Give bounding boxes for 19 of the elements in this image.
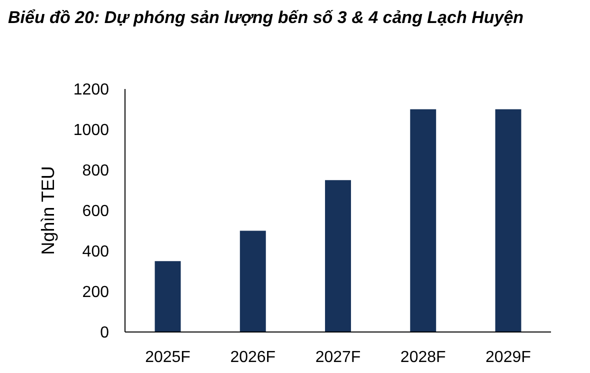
y-tick-label: 1000 [73,122,110,140]
y-tick-label: 0 [100,324,110,342]
bar [410,109,436,332]
bar [154,261,181,332]
x-tick-label: 2026F [230,349,276,366]
x-tick-label: 2027F [315,349,361,366]
y-tick-label: 400 [82,244,110,261]
y-tick-label: 600 [82,203,110,220]
y-tick-label: 1200 [73,82,110,99]
y-tick-label: 800 [82,162,110,180]
chart-title: Biểu đồ 20: Dự phóng sản lượng bến số 3 & 4 cảng Lạch Huyện [8,8,524,27]
y-tick-label: 200 [82,284,110,302]
bar [495,109,522,332]
x-tick-label: 2028F [400,349,446,366]
bar [240,230,266,332]
y-axis-title: Nghìn TEU [38,166,58,255]
x-tick-label: 2029F [486,349,532,366]
x-tick-label: 2025F [145,349,191,366]
bar [325,180,351,332]
